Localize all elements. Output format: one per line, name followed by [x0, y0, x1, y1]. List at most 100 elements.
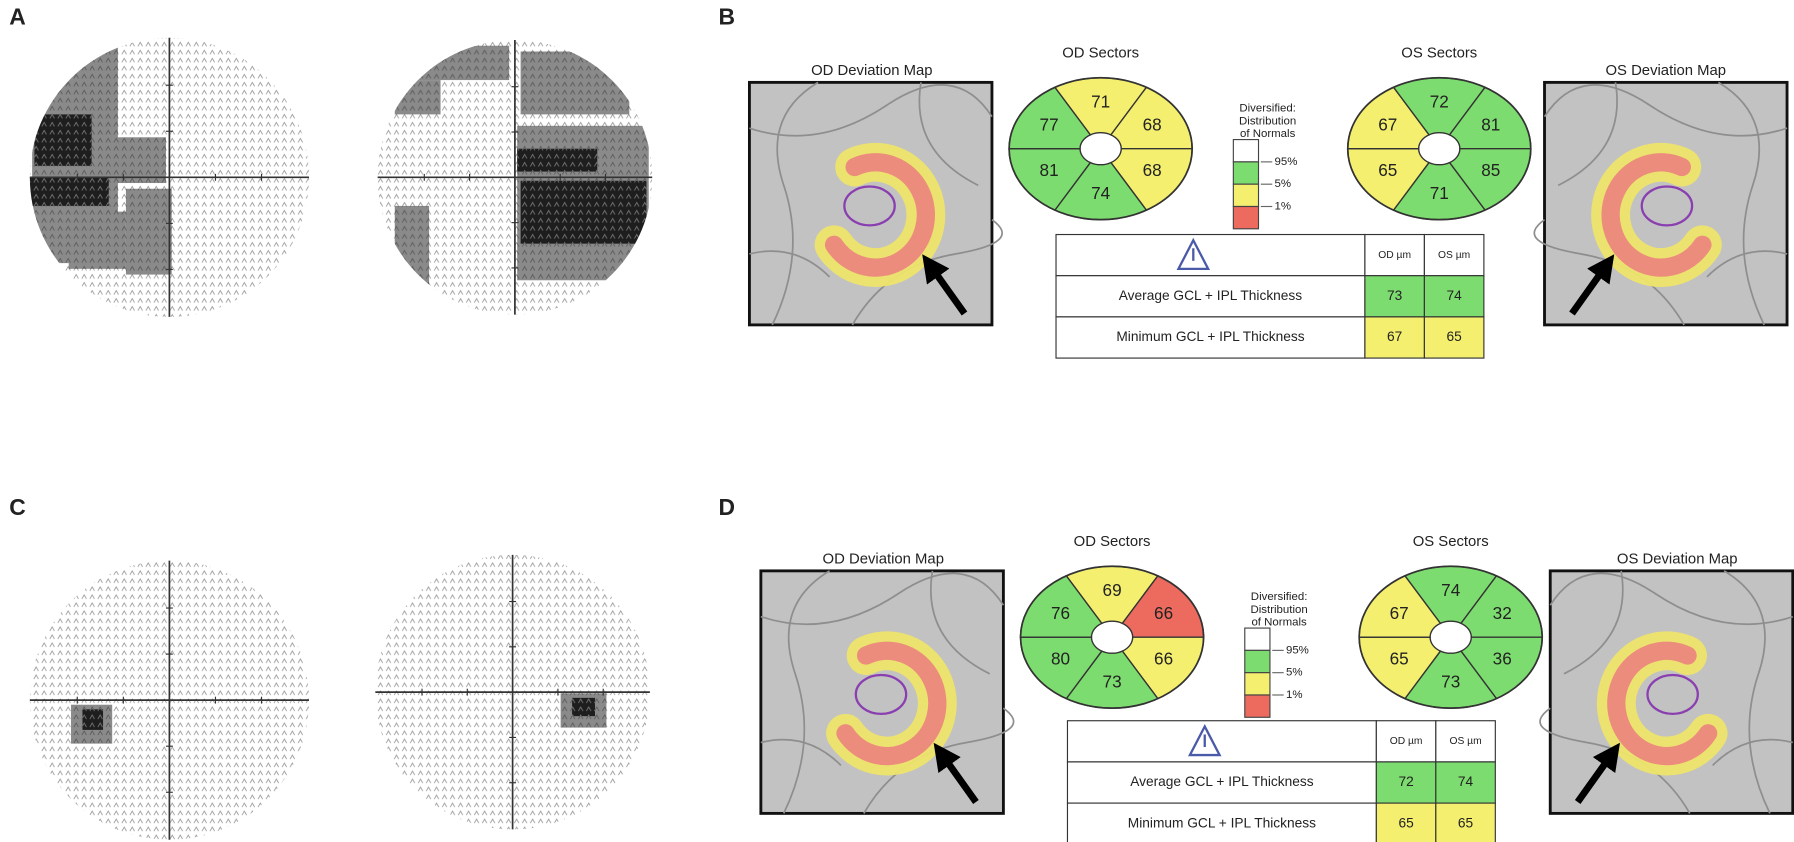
- deviation-map: [1533, 80, 1789, 327]
- legend-title: Distribution: [1239, 115, 1296, 127]
- vessel: [1533, 218, 1685, 326]
- sectors-title: OD Sectors: [1062, 46, 1139, 62]
- sector-value: 74: [1441, 580, 1461, 600]
- legend-title: Distribution: [1250, 604, 1307, 616]
- map-title: OS Deviation Map: [1617, 551, 1738, 567]
- deviation-red: [1601, 153, 1712, 277]
- vf-defect: [114, 137, 166, 184]
- table-header-cell: [1423, 233, 1485, 277]
- sector-value: 74: [1091, 183, 1111, 203]
- row-label: Average GCL + IPL Thickness: [1130, 774, 1314, 789]
- deviation-map: [1539, 569, 1794, 815]
- sector-value: 68: [1143, 160, 1162, 180]
- row-label: Minimum GCL + IPL Thickness: [1128, 815, 1316, 830]
- table-value: 65: [1398, 815, 1414, 830]
- fovea-ellipse: [854, 673, 908, 716]
- vessel: [1549, 572, 1794, 626]
- deviation-map: [759, 569, 1015, 815]
- sector-value: 66: [1154, 603, 1173, 623]
- arrow: [1574, 742, 1620, 804]
- sector-value: 65: [1378, 160, 1397, 180]
- legend-label: 1%: [1286, 689, 1303, 701]
- deviation-red: [1607, 641, 1718, 766]
- table-header-cell: [1066, 720, 1377, 763]
- vessel: [749, 84, 993, 137]
- vf-severe-defect: [34, 114, 92, 166]
- sector-value: 68: [1143, 114, 1162, 134]
- table-header: OD µm: [1390, 736, 1423, 747]
- arrow: [922, 254, 968, 316]
- sector-value: 71: [1430, 183, 1449, 203]
- fovea-ellipse: [843, 185, 896, 227]
- vf-severe-defect: [29, 177, 109, 206]
- vessel: [851, 218, 1003, 326]
- sector-value: 81: [1481, 114, 1500, 134]
- sector-value: 67: [1390, 603, 1409, 623]
- table-value-cell: [1423, 275, 1485, 318]
- fovea-ellipse: [1646, 673, 1699, 716]
- sector-value: 85: [1481, 160, 1500, 180]
- sector-value: 73: [1103, 672, 1122, 692]
- vf-defect: [125, 188, 172, 275]
- row-label: Average GCL + IPL Thickness: [1119, 288, 1303, 303]
- vf-severe-defect: [82, 709, 104, 730]
- vessel: [1706, 250, 1788, 278]
- visual-field-plot: [29, 37, 309, 317]
- vessel: [1712, 738, 1793, 766]
- visual-field-plot: [29, 560, 309, 840]
- vf-defect: [68, 211, 126, 269]
- sector-outline: [1358, 565, 1544, 710]
- vf-severe-defect: [520, 180, 647, 244]
- deviation-red: [836, 641, 947, 766]
- vessel: [1557, 82, 1618, 187]
- panel-label: D: [719, 494, 736, 520]
- table-header-cell: [1435, 720, 1496, 763]
- legend-title: Diversified:: [1239, 103, 1296, 115]
- table-value-cell: [1423, 316, 1485, 359]
- legend-title: of Normals: [1240, 128, 1296, 140]
- table-value: 67: [1387, 329, 1402, 344]
- legend-swatch: [1244, 649, 1271, 674]
- sector-outline: [1346, 76, 1532, 221]
- sector-value: 67: [1378, 114, 1397, 134]
- sector-value: 73: [1441, 672, 1460, 692]
- sector-value: 81: [1040, 160, 1059, 180]
- map-title: OS Deviation Map: [1605, 63, 1726, 79]
- legend-swatch: [1232, 161, 1260, 185]
- table-value: 65: [1447, 329, 1463, 344]
- sector-value: 32: [1493, 603, 1512, 623]
- vessel: [863, 707, 1015, 814]
- vessel: [771, 81, 819, 326]
- row-label: Minimum GCL + IPL Thickness: [1116, 329, 1304, 344]
- panel-label: B: [719, 3, 736, 29]
- deviation-red: [824, 153, 935, 277]
- arrow: [933, 742, 979, 804]
- vessel: [749, 250, 831, 278]
- table-value: 72: [1398, 774, 1413, 789]
- sector-value: 65: [1390, 649, 1409, 669]
- map-title: OD Deviation Map: [811, 63, 932, 79]
- arrow: [1569, 254, 1615, 316]
- sector-value: 72: [1430, 91, 1449, 111]
- map-title: OD Deviation Map: [823, 551, 944, 567]
- legend-title: of Normals: [1251, 616, 1307, 628]
- panel-label: C: [9, 494, 26, 520]
- table-value: 73: [1387, 288, 1403, 303]
- vessel: [1723, 570, 1771, 814]
- sector-outline: [1008, 76, 1194, 221]
- table-header: OD µm: [1378, 250, 1411, 261]
- sector-value: 69: [1103, 580, 1122, 600]
- table-cell: [1055, 316, 1366, 359]
- vf-defect: [394, 205, 430, 287]
- table-value-cell: [1435, 802, 1496, 842]
- fovea-ellipse: [1640, 185, 1694, 227]
- vf-defect: [520, 51, 630, 115]
- sector-value: 77: [1040, 114, 1059, 134]
- legend-swatch: [1244, 694, 1271, 718]
- table-header: OS µm: [1449, 736, 1481, 747]
- legend-label: 95%: [1286, 644, 1309, 656]
- legend-swatch: [1232, 183, 1260, 208]
- vf-severe-defect: [572, 697, 595, 717]
